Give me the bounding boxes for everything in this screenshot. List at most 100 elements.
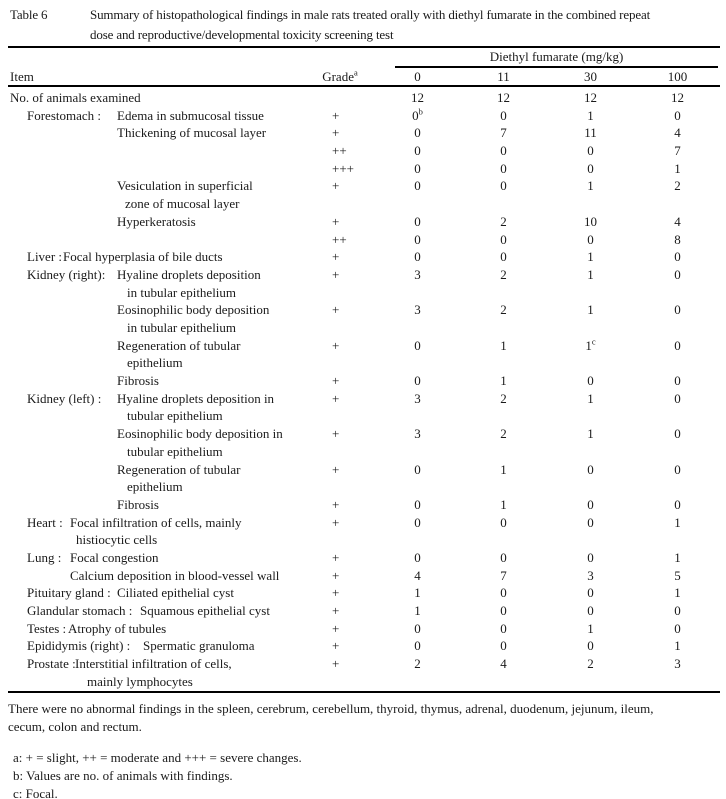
table-row: +++ 0 0 0 1 (0, 160, 726, 178)
item-label: tubular epithelium (127, 408, 223, 424)
table-row: Calcium deposition in blood-vessel wall +… (0, 567, 726, 585)
table-title: Summary of histopathological findings in… (90, 5, 650, 45)
count-value: 0 (500, 107, 507, 123)
value-superscript: c (591, 336, 596, 347)
item-label: Hyaline droplets deposition in (117, 390, 275, 406)
grade-header-label: Grade (322, 69, 354, 84)
count-value: 10 (584, 213, 597, 229)
column-header-dose-100: 100 (667, 69, 688, 84)
count-value: 0 (674, 390, 681, 406)
count-value: 0 (587, 373, 594, 389)
count-value: 8 (674, 231, 681, 247)
count-value: 0 (500, 178, 507, 194)
count-value: 1 (587, 249, 594, 265)
count-value: 2 (500, 213, 507, 229)
count-value: 0 (414, 638, 421, 654)
grade-value: + (332, 585, 340, 601)
count-value: 0 (500, 249, 507, 265)
count-value: 2 (674, 178, 681, 194)
count-value: 0 (500, 143, 507, 159)
table-row: Pituitary gland : Ciliated epithelial cys… (0, 584, 726, 602)
table-row: Vesiculation in superficial zone of mucos… (0, 177, 726, 212)
footnote-a: a: + = slight, ++ = moderate and +++ = s… (13, 750, 302, 765)
count-value: 0 (414, 514, 421, 530)
item-label: Focal hyperplasia of bile ducts (63, 249, 223, 265)
count-value: 3 (674, 656, 681, 672)
count-value: 0 (414, 213, 421, 229)
count-value: 0 (500, 603, 507, 619)
item-label: in tubular epithelium (127, 319, 237, 335)
count-value: 0 (587, 514, 594, 530)
value-superscript: b (418, 106, 423, 117)
table-row: Heart : Focal infiltration of cells, main… (0, 514, 726, 549)
count-value: 3 (414, 266, 421, 282)
table-bottom-rule (8, 691, 720, 693)
no-findings-note-line-2: cecum, colon and rectum. (8, 719, 142, 734)
count-value: 0 (500, 231, 507, 247)
count-value: 0 (414, 496, 421, 512)
table-row: Testes : Atrophy of tubules +0 0 1 0 (0, 620, 726, 638)
count-value: 0 (674, 603, 681, 619)
grade-value: + (332, 514, 340, 530)
table-row: Thickening of mucosal layer +0 7 11 4 (0, 124, 726, 142)
count-value: 3 (587, 567, 594, 583)
item-label: Atrophy of tubules (68, 620, 167, 636)
count-value: 1 (674, 160, 681, 176)
grade-value: + (332, 426, 340, 442)
no-findings-note: There were no abnormal findings in the s… (8, 700, 722, 736)
item-label: epithelium (127, 479, 183, 495)
item-label: zone of mucosal layer (125, 196, 240, 212)
count-value: 0 (674, 461, 681, 477)
count-value: 12 (671, 90, 684, 105)
count-value: 12 (584, 90, 597, 105)
count-value: 11 (584, 125, 597, 141)
count-value: 7 (500, 567, 507, 583)
table-row: Forestomach : Edema in submucosal tissue +… (0, 107, 726, 125)
item-label: Fibrosis (117, 373, 159, 389)
column-header-dose-30: 30 (584, 69, 597, 84)
table-row: Glandular stomach : Squamous epithelial c… (0, 602, 726, 620)
footnotes: a: + = slight, ++ = moderate and +++ = s… (13, 749, 723, 799)
grade-value: +++ (332, 160, 354, 176)
count-value: 1 (414, 585, 421, 601)
count-value: 0b (412, 106, 423, 123)
grade-value: + (332, 373, 340, 389)
item-label: Eosinophilic body deposition (117, 302, 270, 318)
item-label: Hyperkeratosis (117, 213, 196, 229)
table-row: Eosinophilic body deposition in tubular e… (0, 301, 726, 336)
count-value: 2 (500, 390, 507, 406)
count-value: 0 (414, 178, 421, 194)
item-label: Heart : (27, 514, 63, 530)
count-value: 0 (414, 125, 421, 141)
count-value: 0 (414, 620, 421, 636)
count-value: 0 (674, 266, 681, 282)
count-value: 0 (587, 638, 594, 654)
count-value: 2 (500, 426, 507, 442)
count-value: 1 (674, 550, 681, 565)
count-value: 1 (500, 496, 507, 512)
footnote-c: c: Focal. (13, 785, 58, 799)
table-row: ++ 0 0 0 7 (0, 142, 726, 160)
count-value: 4 (500, 656, 507, 672)
item-label: in tubular epithelium (127, 284, 237, 300)
table-title-line-2: dose and reproductive/developmental toxi… (90, 27, 394, 42)
count-value: 12 (411, 90, 424, 105)
column-header-grade: Gradea (305, 68, 375, 85)
count-value: 1 (587, 266, 594, 282)
count-value: 0 (674, 426, 681, 442)
item-label: Kidney (left) : (27, 390, 102, 406)
grade-value: + (332, 213, 340, 229)
grade-value: + (332, 567, 340, 583)
table-number: Table 6 (10, 7, 48, 22)
grade-value: + (332, 178, 340, 194)
count-value: 1 (674, 638, 681, 654)
item-label: Lung : (27, 550, 62, 565)
count-value: 1 (674, 585, 681, 601)
count-value: 0 (414, 373, 421, 389)
count-value: 0 (674, 337, 681, 353)
count-value: 4 (674, 125, 681, 141)
count-value: 2 (414, 656, 421, 672)
item-label: Prostate : (27, 656, 76, 672)
count-value: 1 (500, 373, 507, 389)
item-label: histiocytic cells (76, 532, 158, 548)
